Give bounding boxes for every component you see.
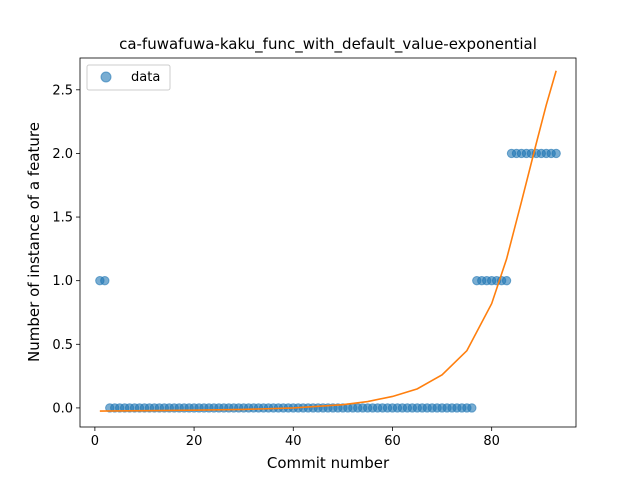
x-axis-label: Commit number: [267, 454, 390, 472]
legend-marker-data: [100, 71, 112, 83]
data-point: [501, 275, 512, 286]
legend-box: [86, 64, 171, 91]
chart-title: ca-fuwafuwa-kaku_func_with_default_value…: [119, 35, 537, 54]
y-tick-label: 1.0: [52, 274, 73, 289]
legend: data: [86, 64, 171, 91]
fit-line: [99, 70, 557, 412]
x-tick-label: 80: [483, 434, 500, 449]
data-point: [551, 148, 561, 159]
x-tick-label: 40: [285, 434, 302, 449]
y-tick-label: 2.5: [52, 83, 73, 98]
y-tick-label: 2.0: [52, 147, 73, 162]
x-axis: 0 20 40 60 80: [91, 427, 500, 449]
data-point: [467, 403, 477, 413]
legend-label-data: data: [131, 70, 160, 85]
plot-area: [95, 70, 561, 413]
axes-frame: [79, 57, 577, 428]
y-axis: 0.0 0.5 1.0 1.5 2.0 2.5: [52, 83, 80, 416]
x-tick-label: 20: [186, 434, 203, 449]
x-tick-label: 0: [91, 434, 99, 449]
y-axis-label: Number of instance of a feature: [25, 122, 43, 362]
data-point: [100, 275, 110, 286]
y-tick-label: 0.0: [52, 401, 73, 416]
y-tick-label: 1.5: [52, 211, 73, 226]
x-tick-label: 60: [384, 434, 401, 449]
y-tick-label: 0.5: [52, 338, 73, 353]
